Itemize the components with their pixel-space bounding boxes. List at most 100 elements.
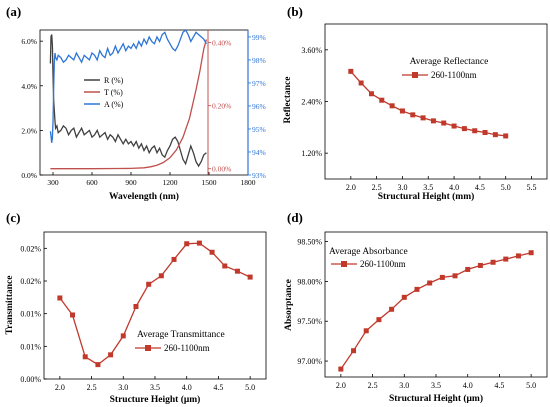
- panel-d-x-tick-label: 4.5: [494, 381, 504, 390]
- panel-a-xlabel: Wavelength (nm): [109, 191, 179, 202]
- panel-c-data-point: [57, 295, 63, 301]
- panel-c-data-point: [234, 268, 240, 274]
- panel-d-series: [338, 250, 534, 372]
- panel-d-xlabel: Structural Height (μm): [389, 393, 483, 404]
- panel-d-data-point: [427, 280, 433, 286]
- panel-a-left-ticks: 0.0% 2.0% 4.0% 6.0%: [21, 37, 43, 180]
- panel-c-data-point: [247, 274, 253, 280]
- panel-b-x-tick-label: 3.0: [397, 183, 407, 192]
- panel-c-series-line: [59, 242, 251, 366]
- panel-c-y-tick-label: 0.01%: [20, 342, 41, 351]
- panel-d-y-tick-label: 97.50%: [297, 317, 322, 326]
- panel-c-data-point: [222, 263, 228, 269]
- panel-a-legend-label: R (%): [104, 76, 124, 85]
- panel-b-legend-marker: [412, 72, 418, 78]
- panel-b-x-tick-label: 5.0: [501, 183, 511, 192]
- panel-d-data-point: [528, 250, 534, 256]
- panel-b-data-point: [430, 118, 436, 124]
- panel-a-left-tick-label: 6.0%: [21, 37, 37, 46]
- panel-c-y-tick-label: 0.02%: [20, 277, 41, 286]
- panel-d-legend-label: 260-1100nm: [360, 259, 406, 269]
- panel-b-x-tick-label: 4.0: [449, 183, 459, 192]
- panel-c-x-tick-label: 2.0: [55, 383, 65, 392]
- panel-d-data-point: [452, 273, 458, 279]
- panel-a-x-ticks: 300 600 900 1200 1500 1800: [47, 172, 256, 187]
- panel-b-frame: [324, 23, 548, 180]
- panel-a-lines: [49, 28, 208, 170]
- panel-c-x-tick-label: 3.5: [150, 383, 160, 392]
- panel-d-data-point: [477, 262, 483, 268]
- panel-a-x-tick-label: 1500: [202, 178, 217, 187]
- panel-b-data-point: [399, 108, 405, 114]
- panel-c-legend-label: 260-1100nm: [164, 343, 210, 353]
- panel-d-x-tick-label: 2.0: [336, 381, 346, 390]
- panel-b-x-tick-label: 4.5: [475, 183, 485, 192]
- panel-a-right-tick-label: 93%: [252, 171, 266, 180]
- panel-b-data-point: [451, 123, 457, 129]
- panel-c-data-point: [184, 241, 190, 247]
- panel-d: (d) 2.0 2.5 3.0 3.5 4.0 4.5 5.0 97.00% 97.50% 98.…: [284, 210, 548, 404]
- panel-a-a-line: [49, 28, 207, 143]
- panel-b-data-point: [472, 128, 478, 134]
- panel-c-legend-title: Average Transmittance: [137, 330, 225, 340]
- panel-d-data-point: [439, 274, 445, 280]
- panel-d-x-tick-label: 2.5: [368, 381, 378, 390]
- panel-c-x-tick-label: 2.5: [87, 383, 97, 392]
- panel-d-y-tick-label: 98.50%: [297, 238, 322, 247]
- panel-a-x-tick-label: 600: [86, 178, 98, 187]
- panel-c-xlabel: Structure Height (μm): [110, 394, 201, 405]
- panel-a: (a) 300 600 900 1200 1500 1800 0.0% 2.0% 4.0% 6.…: [6, 4, 266, 202]
- panel-d-data-point: [351, 348, 357, 354]
- panel-a-x-tick-label: 1200: [163, 178, 178, 187]
- panel-c-data-point: [82, 354, 88, 360]
- panel-d-data-point: [338, 366, 344, 372]
- panel-d-x-tick-label: 3.5: [431, 381, 441, 390]
- panel-d-axes: 2.0 2.5 3.0 3.5 4.0 4.5 5.0 97.00% 97.50% 98.00% 9…: [297, 238, 536, 390]
- panel-a-right-tick-label: 98%: [252, 56, 266, 65]
- panel-b-axes: 2.0 2.5 3.0 3.5 4.0 4.5 5.0 5.5 1.20% 2.40% 3.60%: [301, 46, 536, 192]
- panel-c-data-point: [146, 281, 152, 287]
- panel-c-data-point: [120, 333, 126, 339]
- panel-a-left-tick-label: 2.0%: [21, 126, 37, 135]
- panel-b-legend-title: Average Reflectance: [410, 56, 489, 67]
- panel-a-right-tick-label: 97%: [252, 79, 266, 88]
- panel-c-x-tick-label: 4.5: [213, 383, 223, 392]
- panel-a-right-tick-label: 95%: [252, 125, 266, 134]
- panel-b-y-tick-label: 2.40%: [301, 98, 322, 107]
- panel-b-data-point: [482, 130, 488, 135]
- panel-c-y-tick-label: 0.02%: [20, 244, 41, 253]
- panel-a-right-tick-label: 96%: [252, 102, 266, 111]
- panel-c-y-tick-label: 0.00%: [20, 375, 41, 384]
- panel-d-data-point: [490, 259, 496, 265]
- panel-b-legend-label: 260-1100nm: [431, 70, 477, 80]
- panel-d-legend-entry: 260-1100nm: [331, 259, 406, 269]
- panel-b-y-tick-label: 1.20%: [301, 149, 322, 158]
- panel-c-ylabel: Transmittance: [5, 276, 15, 335]
- panel-c-frame: [43, 231, 267, 380]
- panel-b-data-point: [379, 97, 385, 103]
- panel-b-data-point: [368, 91, 374, 97]
- panel-a-right-tick-label: 94%: [252, 148, 266, 157]
- panel-b-data-point: [410, 112, 416, 118]
- panel-b-series-line: [350, 70, 506, 137]
- panel-c-legend-marker: [145, 345, 151, 351]
- panel-b-data-point: [358, 80, 364, 86]
- panel-a-mid-axis: 0.00% 0.20% 0.40%: [207, 30, 231, 175]
- panel-d-ylabel: Absorptance: [284, 279, 294, 331]
- panel-c-y-tick-label: 0.01%: [20, 310, 41, 319]
- panel-c-data-point: [209, 249, 215, 255]
- panel-b-ylabel: Reflectance: [283, 77, 293, 124]
- panel-c-axes: 2.0 2.5 3.0 3.5 4.0 4.5 5.0 0.00% 0.01% 0.01% 0.02…: [20, 244, 255, 392]
- panel-a-mid-tick-label: 0.00%: [212, 165, 231, 174]
- panel-a-legend-label: T (%): [104, 88, 123, 97]
- panel-d-y-tick-label: 98.00%: [297, 277, 322, 286]
- panel-b-legend-entry: 260-1100nm: [402, 70, 477, 80]
- panel-d-data-point: [503, 256, 509, 262]
- panel-a-left-tick-label: 4.0%: [21, 82, 37, 91]
- panel-c-x-tick-label: 3.0: [118, 383, 128, 392]
- panel-d-data-point: [401, 294, 407, 300]
- panel-b-data-point: [389, 103, 395, 109]
- panel-c-legend-entry: 260-1100nm: [135, 343, 210, 353]
- panel-a-x-tick-label: 900: [125, 178, 137, 187]
